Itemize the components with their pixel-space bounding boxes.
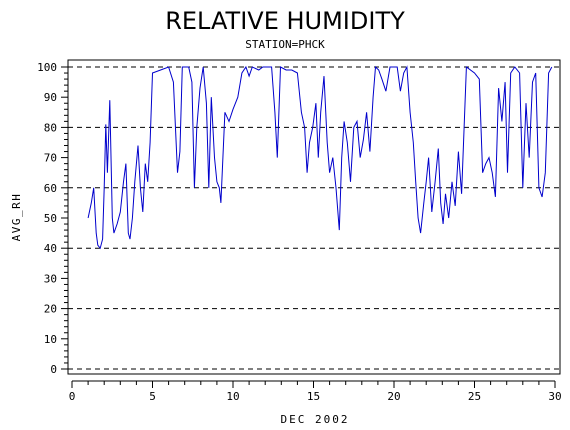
gridlines — [68, 66, 560, 370]
chart-title: RELATIVE HUMIDITY — [165, 7, 405, 35]
series-line-avg-rh — [87, 65, 553, 250]
y-tick-label: 10 — [44, 333, 57, 346]
plot-frame — [67, 59, 561, 375]
y-tick-label: 40 — [44, 242, 57, 255]
x-axis: 0 5 10 15 20 25 30 — [69, 380, 562, 403]
x-tick-label: 25 — [468, 390, 481, 403]
y-axis-label: AVG_RH — [10, 193, 23, 242]
x-tick-label: 5 — [149, 390, 156, 403]
chart-subtitle: STATION=PHCK — [245, 38, 325, 51]
y-tick-label: 30 — [44, 272, 57, 285]
y-tick-label: 60 — [44, 182, 57, 195]
y-tick-label: 70 — [44, 152, 57, 165]
x-tick-label: 0 — [69, 390, 76, 403]
y-axis: 0 10 20 30 40 50 60 70 80 90 100 — [37, 61, 68, 376]
x-axis-label: DEC 2002 — [281, 413, 350, 426]
x-tick-label: 20 — [387, 390, 400, 403]
x-tick-label: 15 — [307, 390, 320, 403]
y-tick-label: 20 — [44, 303, 57, 316]
y-tick-label: 100 — [37, 61, 57, 74]
y-tick-label: 90 — [44, 91, 57, 104]
x-tick-label: 10 — [226, 390, 239, 403]
x-tick-label: 30 — [548, 390, 561, 403]
y-tick-label: 50 — [44, 212, 57, 225]
y-tick-label: 80 — [44, 121, 57, 134]
y-tick-label: 0 — [50, 363, 57, 376]
data-points — [88, 66, 553, 248]
